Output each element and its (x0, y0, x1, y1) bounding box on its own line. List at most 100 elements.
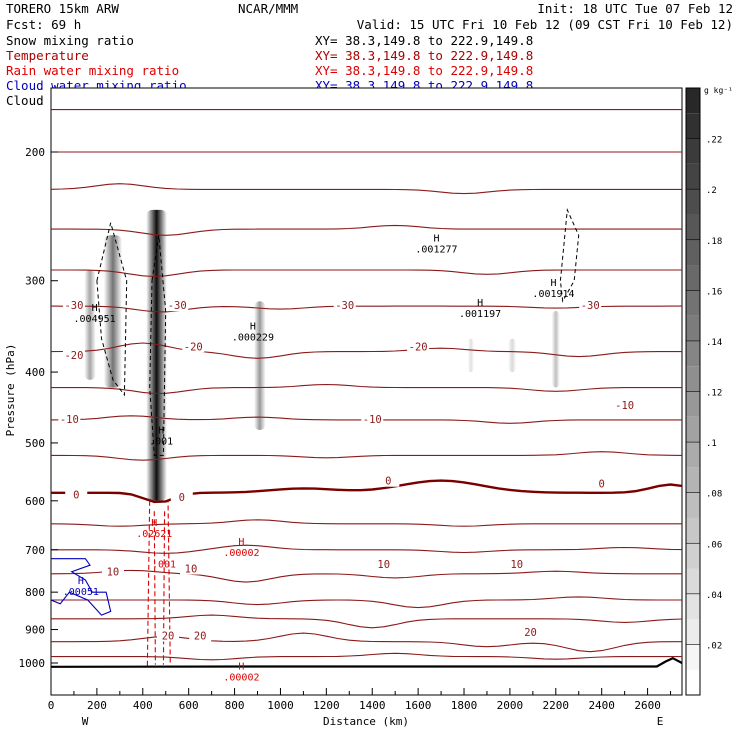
colorbar-tick-label: .12 (706, 389, 722, 399)
x-tick-label: 800 (225, 699, 245, 712)
isotherm-label: 20 (524, 627, 537, 639)
snow-column (84, 269, 96, 380)
isotherm-label-bg (407, 340, 430, 353)
colorbar-tick-label: .14 (706, 338, 722, 348)
cloud-water-contours (51, 558, 112, 616)
terrain-line (51, 656, 682, 668)
max-marker: H (158, 425, 164, 436)
colorbar-segment (686, 517, 700, 544)
max-marker: H (433, 233, 439, 244)
west-label: W (82, 715, 89, 728)
colorbar-segment (686, 568, 700, 594)
terrain (51, 656, 682, 668)
isotherm-label-bg (166, 299, 189, 312)
isotherm-label: -30 (168, 300, 187, 312)
snow-column (551, 310, 560, 388)
colorbar-tick-label: .06 (706, 540, 722, 550)
y-tick-label: 800 (25, 586, 45, 599)
snow-shading (84, 209, 560, 501)
cloud-water-contour (51, 558, 112, 616)
isotherm (51, 305, 682, 313)
colorbar-segment (686, 265, 700, 291)
cloud-ice-contour (149, 235, 167, 456)
isotherm-label-bg (157, 629, 180, 642)
colorbar-tick-label: .1 (706, 439, 717, 449)
colorbar-segment (686, 214, 700, 240)
isotherm-label: -30 (335, 300, 354, 312)
isotherm (51, 269, 682, 278)
zero-isotherm (51, 479, 682, 504)
y-tick-label: 700 (25, 544, 45, 557)
isotherm-label-bg (62, 348, 85, 361)
isotherm-label-bg (101, 565, 124, 578)
max-value: .001914 (532, 289, 574, 300)
colorbar-segment (686, 113, 700, 139)
y-tick-label: 900 (25, 624, 45, 637)
max-value: .00002 (223, 548, 259, 559)
colorbar-segment (686, 543, 700, 569)
isotherm (51, 383, 682, 395)
isotherm-label: -30 (581, 300, 600, 312)
org-title: NCAR/MMM (238, 1, 298, 16)
isotherm-label: 0 (73, 489, 79, 501)
max-marker: H (238, 661, 244, 672)
colorbar-segment (686, 442, 700, 468)
isotherm-label: 20 (162, 631, 175, 643)
colorbar-tick-label: .22 (706, 136, 722, 146)
colorbar-segment (686, 619, 700, 645)
max-marker: H (151, 518, 157, 529)
colorbar-tick-label: .16 (706, 287, 722, 297)
snow-column (508, 338, 517, 373)
cloud-ice-contour (559, 207, 580, 303)
isotherm (51, 183, 682, 195)
isotherm (51, 519, 682, 527)
colorbar-tick-label: .02 (706, 641, 722, 651)
isotherm (51, 544, 682, 554)
isotherm-label-bg (579, 299, 602, 312)
y-axis: 200 300 400 500 600 700 800 900 1000 (19, 146, 58, 670)
isotherm-label-bg (58, 412, 81, 425)
x-tick-label: 1800 (451, 699, 478, 712)
colorbar-unit: g kg⁻¹ (704, 86, 733, 95)
isotherm-label: -20 (64, 350, 83, 362)
y-tick-label: 600 (25, 495, 45, 508)
isotherm-label-bg (333, 299, 356, 312)
max-value: .001277 (415, 244, 457, 255)
field-name: Snow mixing ratio (6, 33, 134, 48)
y-axis-label: Pressure (hPa) (4, 344, 17, 437)
colorbar-segment (686, 239, 700, 266)
east-label: E (657, 715, 664, 728)
x-tick-label: 1200 (313, 699, 340, 712)
temperature-contours (51, 109, 682, 661)
max-marker: H (78, 576, 84, 587)
isotherm-label-bg (62, 299, 85, 312)
isotherm (51, 632, 682, 653)
x-tick-label: 600 (179, 699, 199, 712)
colorbar-segment (686, 391, 700, 417)
field-xy: XY= 38.3,149.8 to 222.9,149.8 (315, 48, 533, 63)
isotherm (51, 614, 682, 629)
colorbar-segment (686, 492, 700, 518)
field-name: Temperature (6, 48, 89, 63)
isotherm-label: 0 (599, 479, 605, 491)
max-value: .001 (149, 436, 173, 447)
colorbar-segment (686, 416, 700, 443)
max-value: .004951 (74, 314, 116, 325)
isotherm-label-bg (613, 398, 636, 411)
x-tick-label: 200 (87, 699, 107, 712)
isotherm-label: 10 (377, 559, 390, 571)
y-tick-label: 200 (25, 146, 45, 159)
x-tick-label: 2000 (497, 699, 524, 712)
isotherm-label-bg (590, 477, 613, 490)
isotherm-label: -30 (64, 300, 83, 312)
x-axis-label: Distance (km) (323, 715, 409, 728)
isotherm-label: -10 (60, 414, 79, 426)
max-marker: H (250, 322, 256, 333)
init-time: Init: 18 UTC Tue 07 Feb 12 (537, 1, 733, 16)
y-tick-label: 1000 (19, 657, 46, 670)
colorbar-segment (686, 593, 700, 620)
x-tick-label: 1000 (267, 699, 294, 712)
cloud-ice-contours (96, 207, 580, 456)
isotherm-label: 10 (107, 567, 120, 579)
